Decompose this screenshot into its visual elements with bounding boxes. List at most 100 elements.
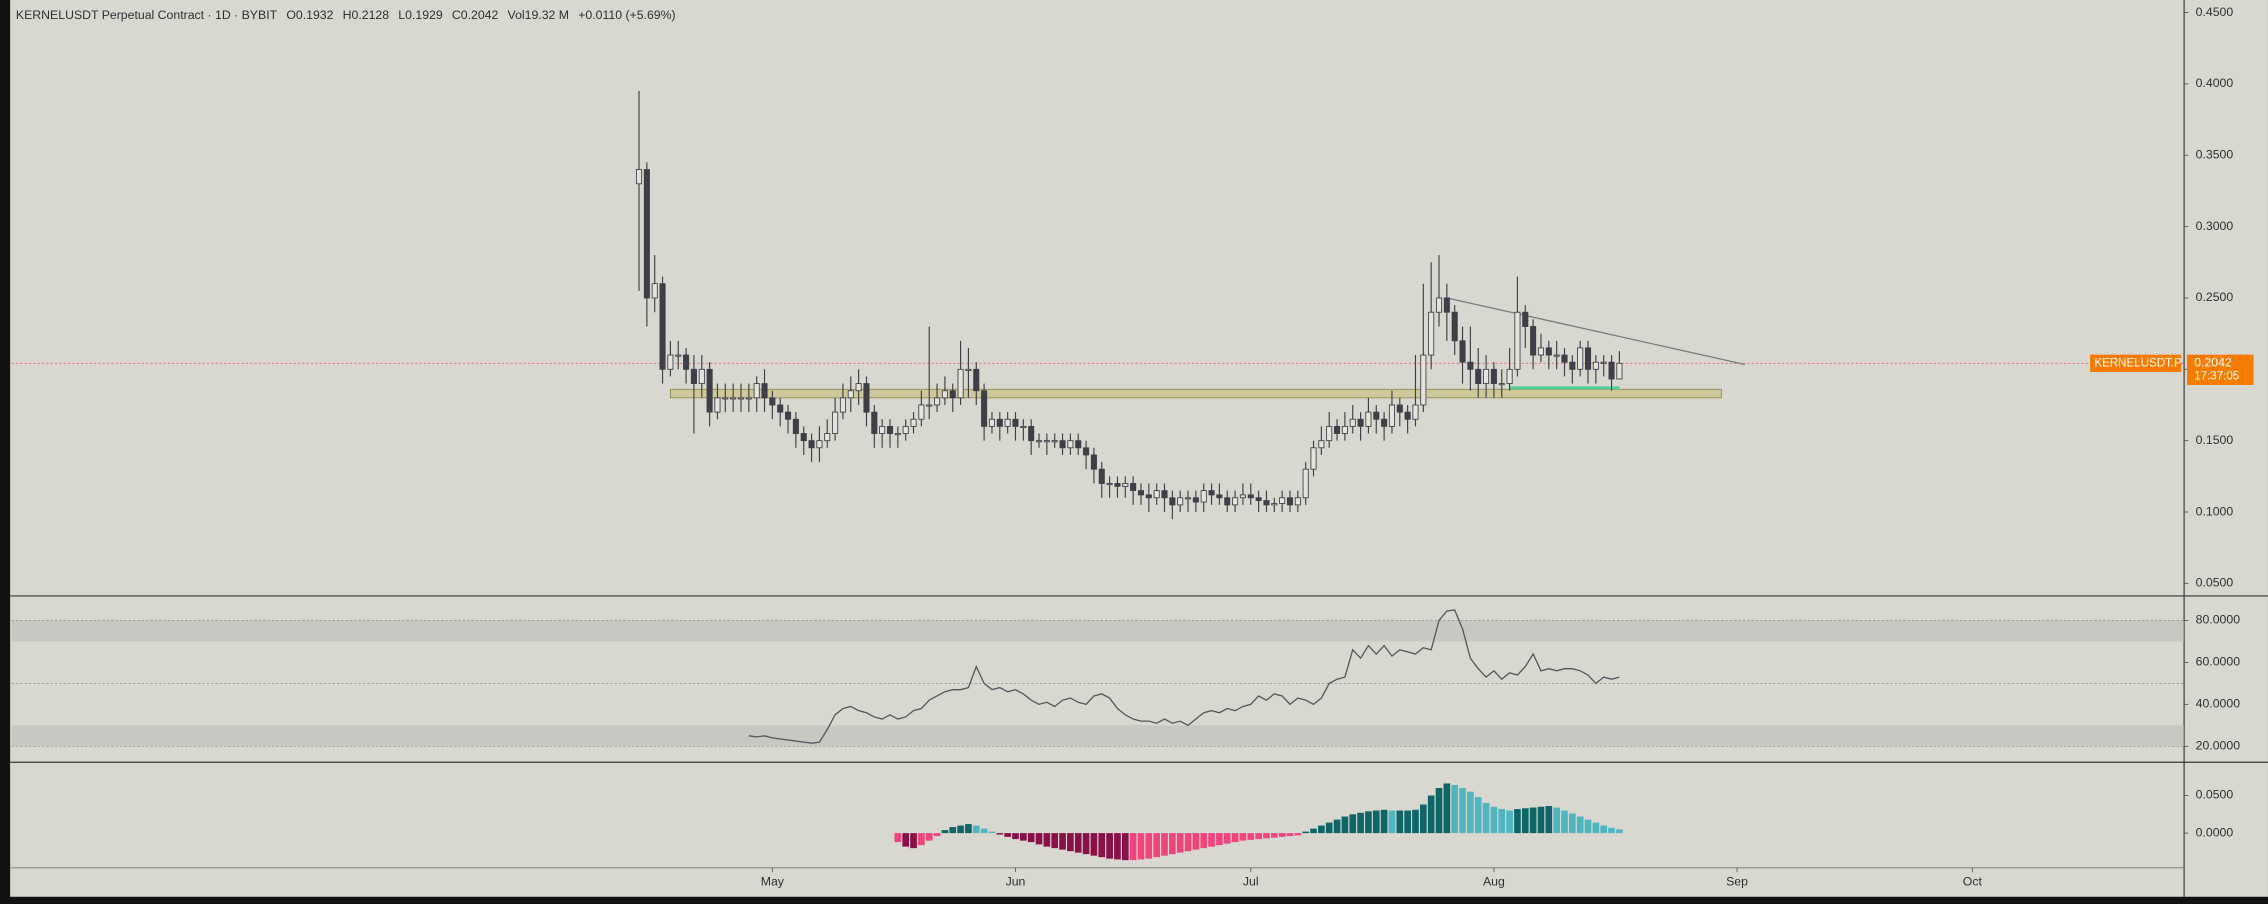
candle-body (785, 411, 792, 420)
histogram-bar (1419, 804, 1427, 834)
candle-body (1420, 354, 1427, 406)
histogram-bar (1302, 831, 1310, 834)
candle-body (1592, 361, 1599, 370)
x-tick-label: Jul (1243, 875, 1259, 889)
candle-body (1506, 368, 1513, 385)
candle-body (1318, 440, 1325, 449)
candle-body (1404, 411, 1411, 420)
candle-body (1412, 404, 1419, 420)
histogram-bar (1278, 833, 1286, 837)
y-tick-label: 0.3000 (2196, 219, 2234, 233)
zone (669, 388, 1722, 399)
histogram-bar (910, 833, 917, 849)
histogram-bar (1451, 784, 1459, 834)
candle-body (1357, 418, 1364, 427)
histogram-bar (1333, 819, 1341, 834)
candle-body (1247, 494, 1254, 499)
candle-body (1192, 497, 1199, 503)
candle-body (918, 404, 925, 420)
ohlc-low: L0.1929 (398, 8, 443, 22)
candle-body (1584, 347, 1592, 370)
histogram-bar (1153, 833, 1160, 858)
histogram-bar (1200, 833, 1208, 849)
ohlc-close: C0.2042 (452, 8, 499, 22)
histogram-bar (1114, 833, 1121, 860)
candle-body (1600, 361, 1607, 364)
histogram-bar (1310, 828, 1317, 834)
candle-body (1428, 311, 1435, 356)
candle-body (1349, 418, 1356, 427)
candle-body (1467, 361, 1474, 370)
candle-body (1224, 497, 1231, 506)
candle-body (1208, 490, 1215, 496)
y-tick-label: 0.0500 (2196, 788, 2234, 802)
candle-body (988, 418, 995, 427)
histogram-bar (1357, 812, 1364, 834)
candle-body (1153, 490, 1160, 499)
y-tick-label: 0.4500 (2196, 5, 2234, 19)
candle-body (1216, 494, 1223, 499)
y-tick-label: 0.0500 (2196, 576, 2234, 590)
histogram-bar (1106, 833, 1113, 859)
histogram-bar (1169, 833, 1176, 855)
candle-body (714, 397, 721, 413)
candle-body (1569, 361, 1576, 370)
histogram-bar (980, 828, 988, 834)
candle-body (1522, 311, 1529, 327)
histogram-bar (1098, 833, 1106, 858)
histogram-bar (996, 833, 1004, 835)
candle-body (863, 383, 870, 413)
candle-body (941, 390, 948, 399)
candle-body (1498, 383, 1505, 386)
histogram-bar (1443, 783, 1451, 834)
histogram-bar (1412, 809, 1419, 834)
candle-body (706, 368, 713, 413)
candle-body (1334, 425, 1341, 434)
candle-body (1365, 411, 1372, 427)
histogram-bar (1012, 833, 1019, 840)
candle-body (1090, 454, 1097, 470)
ohlc-high: H0.2128 (343, 8, 390, 22)
candle-body (1530, 326, 1537, 356)
candle-body (683, 354, 690, 370)
candle-body (1184, 497, 1192, 500)
histogram-bar (1506, 810, 1513, 834)
histogram-bar (1223, 833, 1231, 844)
histogram-bar (1129, 833, 1137, 861)
trendline (1446, 297, 1746, 366)
candle-body (1396, 404, 1403, 413)
candle-body (1608, 361, 1615, 380)
histogram-bar (1035, 833, 1043, 845)
histogram-bar (1474, 796, 1482, 834)
histogram-bar (1349, 814, 1357, 834)
candle-body (1279, 497, 1286, 504)
x-tick-label: Sep (1726, 875, 1748, 889)
y-tick-label: 80.0000 (2196, 613, 2241, 627)
histogram-bar (1192, 833, 1200, 850)
y-tick-label: 40.0000 (2196, 697, 2241, 711)
candle-body (1059, 440, 1066, 449)
y-tick-label: 0.2500 (2196, 290, 2234, 304)
candle-body (832, 411, 839, 434)
histogram-bar (1388, 810, 1396, 834)
histogram-bar (933, 833, 941, 837)
candle-body (1435, 297, 1443, 313)
histogram-bar (925, 833, 933, 841)
rsi-band (11, 620, 2185, 642)
histogram-bar (1616, 829, 1623, 834)
candle-body (1294, 497, 1301, 506)
histogram-bar (894, 833, 902, 843)
candle-body (1043, 440, 1050, 443)
histogram-bar (1459, 787, 1466, 834)
histogram-bar (1247, 833, 1255, 840)
histogram-bar (1082, 833, 1090, 855)
histogram-bar (1019, 833, 1027, 841)
histogram-bar (1396, 810, 1404, 834)
price-tag-symbol-bg (2090, 354, 2182, 372)
histogram-bar (1161, 833, 1168, 856)
histogram-bar (1435, 787, 1443, 834)
histogram-bar (1043, 833, 1051, 847)
candle-body (910, 418, 917, 427)
candle-body (1161, 490, 1168, 499)
candle-body (1130, 483, 1137, 492)
